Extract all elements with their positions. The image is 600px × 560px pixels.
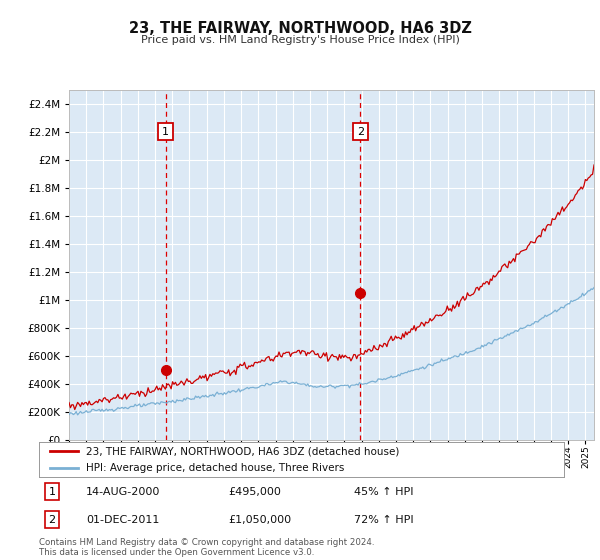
Text: 1: 1 [49,487,56,497]
Text: 1: 1 [163,127,169,137]
Text: 2: 2 [356,127,364,137]
Text: HPI: Average price, detached house, Three Rivers: HPI: Average price, detached house, Thre… [86,464,344,473]
Text: 72% ↑ HPI: 72% ↑ HPI [354,515,413,525]
Text: 23, THE FAIRWAY, NORTHWOOD, HA6 3DZ: 23, THE FAIRWAY, NORTHWOOD, HA6 3DZ [128,21,472,36]
Text: 2: 2 [49,515,56,525]
Text: £1,050,000: £1,050,000 [228,515,291,525]
Text: £495,000: £495,000 [228,487,281,497]
Text: Contains HM Land Registry data © Crown copyright and database right 2024.
This d: Contains HM Land Registry data © Crown c… [39,538,374,557]
Text: 45% ↑ HPI: 45% ↑ HPI [354,487,413,497]
Text: Price paid vs. HM Land Registry's House Price Index (HPI): Price paid vs. HM Land Registry's House … [140,35,460,45]
Text: 23, THE FAIRWAY, NORTHWOOD, HA6 3DZ (detached house): 23, THE FAIRWAY, NORTHWOOD, HA6 3DZ (det… [86,446,400,456]
Text: 01-DEC-2011: 01-DEC-2011 [86,515,160,525]
Text: 14-AUG-2000: 14-AUG-2000 [86,487,161,497]
